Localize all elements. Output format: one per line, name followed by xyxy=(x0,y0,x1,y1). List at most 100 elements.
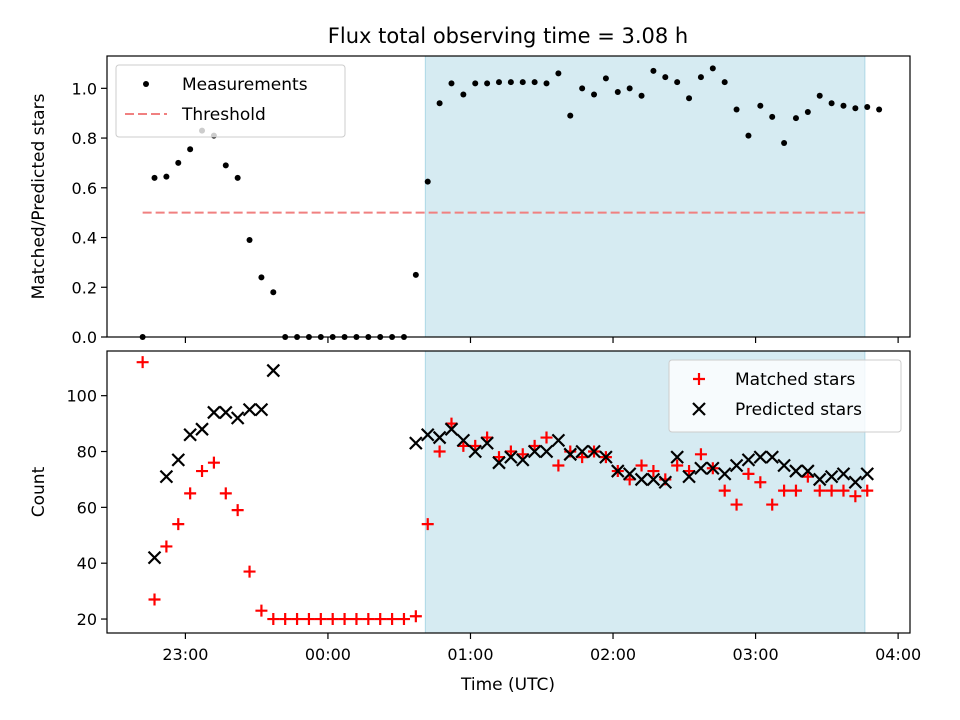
predicted-star-point xyxy=(812,472,827,487)
predicted-star-point xyxy=(801,464,815,478)
matched-star-point xyxy=(469,439,482,452)
legend-label: Matched stars xyxy=(735,370,855,390)
y-tick-label: 40 xyxy=(77,554,97,573)
measurement-point xyxy=(638,92,645,99)
measurement-point xyxy=(804,108,811,115)
predicted-star-point xyxy=(504,450,518,464)
matched-star-point xyxy=(409,610,422,623)
matched-star-point xyxy=(255,604,268,617)
matched-star-point xyxy=(540,431,553,444)
observing-window-shade xyxy=(424,55,866,338)
measurement-point xyxy=(531,79,538,86)
matched-star-point xyxy=(671,459,684,472)
predicted-star-point xyxy=(622,467,637,481)
measurement-point xyxy=(686,95,693,102)
y-tick-label: 0.0 xyxy=(72,328,97,347)
predicted-star-point xyxy=(456,433,471,448)
matched-star-point xyxy=(374,613,387,626)
predicted-star-point xyxy=(717,467,732,481)
matched-star-point xyxy=(397,613,410,626)
matched-star-point xyxy=(635,459,648,472)
x-tick-label: 00:00 xyxy=(305,645,351,664)
measurement-point xyxy=(258,274,265,281)
matched-star-point xyxy=(207,456,220,469)
matched-star-point xyxy=(778,484,791,497)
y-axis-label: Count xyxy=(29,466,49,517)
predicted-star-point xyxy=(551,433,566,448)
y-tick-label: 0.2 xyxy=(72,278,97,297)
matched-star-point xyxy=(825,484,838,497)
y-tick-label: 0.6 xyxy=(72,179,97,198)
predicted-star-point xyxy=(266,363,281,378)
measurement-point xyxy=(270,289,277,296)
predicted-star-point xyxy=(694,461,708,476)
legend-box xyxy=(115,64,346,138)
matched-star-point xyxy=(789,484,802,497)
chart-title: Flux total observing time = 3.08 h xyxy=(328,24,688,48)
matched-star-point xyxy=(302,613,315,626)
predicted-star-point xyxy=(183,427,197,442)
matched-star-point xyxy=(766,498,779,511)
predicted-star-point xyxy=(587,444,601,459)
top-panel-ratio: 0.0 0.2 0.4 0.6 0.8 1.0 Matched/Predicted star… xyxy=(29,55,911,347)
predicted-star-point xyxy=(563,447,578,462)
measurement-point xyxy=(175,159,182,166)
matched-star-point xyxy=(849,490,862,503)
measurement-point xyxy=(733,106,740,113)
measurement-point xyxy=(650,67,657,74)
measurement-point xyxy=(781,140,788,147)
predicted-star-point xyxy=(682,469,696,484)
y-tick-label: 100 xyxy=(66,387,97,406)
predicted-star-point xyxy=(515,453,530,467)
matched-star-point xyxy=(362,613,375,626)
matched-star-point xyxy=(184,487,197,500)
predicted-star-point xyxy=(195,422,209,436)
predicted-star-point xyxy=(634,472,649,487)
measurement-point xyxy=(484,80,491,87)
matched-star-point xyxy=(386,613,399,626)
predicted-star-point xyxy=(670,450,684,464)
predicted-star-point xyxy=(741,453,756,467)
measurement-point xyxy=(460,91,467,98)
measurement-point xyxy=(579,85,586,92)
measurement-point xyxy=(151,174,158,181)
predicted-star-point xyxy=(444,422,459,436)
predicted-star-point xyxy=(575,444,589,459)
axes-frame xyxy=(106,350,911,634)
measurement-point xyxy=(745,132,752,139)
matched-star-point xyxy=(837,484,850,497)
legend-label: Measurements xyxy=(182,75,308,95)
predicted-star-point xyxy=(789,464,803,478)
bottom-panel-counts: 20 40 60 80 100 23:00 00:00 01:00 02:00 03:00 04:0… xyxy=(29,350,921,664)
legend-box xyxy=(668,359,902,433)
measurement-point xyxy=(222,162,229,169)
measurement-point xyxy=(864,103,871,110)
x-tick-label: 23:00 xyxy=(162,645,208,664)
measurement-point xyxy=(555,70,562,77)
x-tick-label: 01:00 xyxy=(447,645,493,664)
predicted-star-point xyxy=(706,461,720,476)
predicted-star-point xyxy=(836,467,851,481)
measurement-point xyxy=(472,80,479,87)
matched-star-point xyxy=(754,476,767,489)
measurement-point xyxy=(495,79,502,86)
measurement-point xyxy=(567,112,574,119)
predicted-star-point xyxy=(753,450,768,464)
matched-star-point xyxy=(136,356,149,369)
measurement-point xyxy=(543,80,550,87)
matched-star-point xyxy=(730,498,743,511)
predicted-star-point xyxy=(468,444,483,459)
predicted-star-point xyxy=(860,467,875,481)
legend-marker-plus xyxy=(693,373,705,385)
y-tick-label: 20 xyxy=(77,610,97,629)
measurement-point xyxy=(662,74,669,81)
measurement-point xyxy=(828,100,835,107)
predicted-star-point xyxy=(848,475,863,490)
matched-star-point xyxy=(742,467,755,480)
matched-star-point xyxy=(291,613,304,626)
predicted-star-point xyxy=(147,550,162,565)
matched-star-point xyxy=(623,473,636,486)
matched-star-point xyxy=(718,484,731,497)
matched-star-point xyxy=(492,451,505,464)
